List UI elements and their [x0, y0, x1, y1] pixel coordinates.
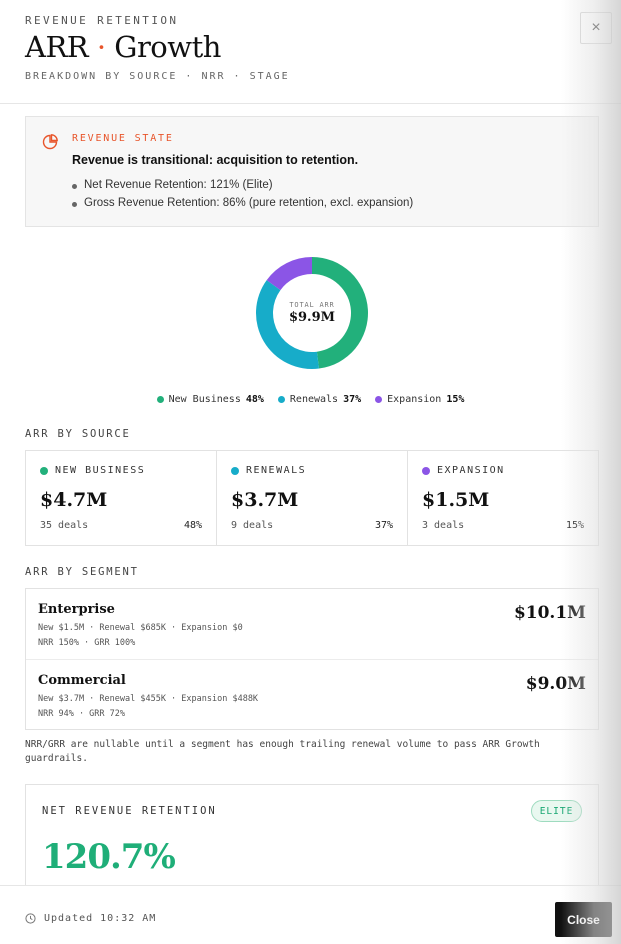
bullet-grr: Gross Revenue Retention: 86% (pure reten…	[72, 197, 413, 215]
arr-by-source-heading: ARR BY SOURCE	[25, 428, 131, 440]
revenue-state-bullets: Net Revenue Retention: 121% (Elite) Gros…	[72, 179, 413, 215]
source-name: RENEWALS	[246, 465, 307, 476]
donut-legend: New Business 48% Renewals 37% Expansion …	[0, 394, 621, 405]
pie-chart-icon	[42, 134, 58, 150]
nrr-status-badge: ELITE	[531, 800, 582, 822]
donut-total-value: $9.9M	[288, 310, 336, 325]
legend-label: New Business	[168, 394, 241, 405]
segment-list: Enterprise New $1.5M · Renewal $685K · E…	[25, 588, 599, 730]
title-separator: ·	[96, 30, 106, 64]
segment-retention: NRR 150% · GRR 100%	[38, 638, 136, 648]
title-left: ARR	[25, 30, 89, 64]
segment-note: NRR/GRR are nullable until a segment has…	[25, 739, 540, 764]
source-card-new-business: NEW BUSINESS $4.7M 35 deals 48%	[26, 451, 217, 545]
segment-value: $10.1M	[513, 603, 586, 623]
arr-by-segment-heading: ARR BY SEGMENT	[25, 566, 139, 578]
bullet-nrr: Net Revenue Retention: 121% (Elite)	[72, 179, 413, 197]
donut-slice-renewals	[256, 280, 320, 369]
close-icon[interactable]: ×	[580, 12, 612, 44]
nrr-label: NET REVENUE RETENTION	[42, 805, 217, 817]
source-card-head: EXPANSION	[422, 465, 505, 476]
legend-pct: 37%	[343, 394, 362, 405]
legend-pct: 15%	[446, 394, 465, 405]
segment-name: Commercial	[38, 673, 126, 688]
eyebrow-label: REVENUE RETENTION	[25, 14, 179, 27]
source-value: $3.7M	[231, 489, 299, 511]
segment-row-commercial: Commercial New $3.7M · Renewal $455K · E…	[26, 659, 598, 729]
legend-swatch	[277, 396, 285, 403]
source-value: $4.7M	[40, 489, 108, 511]
legend-item-new-business: New Business 48%	[156, 394, 264, 405]
revenue-state-label: REVENUE STATE	[72, 133, 174, 144]
nrr-card: NET REVENUE RETENTION ELITE 120.7%	[25, 784, 599, 904]
legend-item-expansion: Expansion 15%	[375, 394, 464, 405]
legend-label: Expansion	[387, 394, 442, 405]
clock-icon	[25, 913, 36, 924]
nrr-value: 120.7%	[42, 837, 176, 877]
donut-total-label: TOTAL ARR	[289, 301, 335, 309]
legend-label: Renewals	[289, 394, 339, 405]
source-card-renewals: RENEWALS $3.7M 9 deals 37%	[217, 451, 408, 545]
legend-swatch	[156, 396, 164, 403]
source-swatch	[231, 466, 239, 475]
donut-center: TOTAL ARR $9.9M	[255, 256, 369, 370]
source-value: $1.5M	[422, 489, 490, 511]
source-card-head: NEW BUSINESS	[40, 465, 145, 476]
segment-value: $9.0M	[525, 674, 586, 694]
close-button[interactable]: Close	[555, 902, 612, 937]
segment-retention: NRR 94% · GRR 72%	[38, 709, 125, 719]
title-right: Growth	[114, 30, 221, 64]
panel-header: REVENUE RETENTION ARR · Growth BREAKDOWN…	[0, 0, 621, 104]
segment-name: Enterprise	[38, 602, 115, 617]
source-pct: 15%	[565, 520, 584, 531]
source-swatch	[422, 466, 430, 475]
legend-swatch	[375, 396, 383, 403]
source-pct: 37%	[374, 520, 393, 531]
source-card-head: RENEWALS	[231, 465, 306, 476]
source-deals: 3 deals	[422, 520, 465, 531]
page-title: ARR · Growth	[25, 30, 221, 64]
panel-footer: Updated 10:32 AM Close	[0, 885, 621, 944]
legend-pct: 48%	[245, 394, 264, 405]
donut-slice-expansion	[266, 257, 312, 291]
revenue-state-headline: Revenue is transitional: acquisition to …	[72, 153, 359, 167]
legend-item-renewals: Renewals 37%	[277, 394, 362, 405]
page-subtitle: BREAKDOWN BY SOURCE · NRR · STAGE	[25, 71, 290, 82]
revenue-state-callout: REVENUE STATE Revenue is transitional: a…	[25, 116, 599, 227]
segment-row-enterprise: Enterprise New $1.5M · Renewal $685K · E…	[26, 589, 598, 659]
source-name: NEW BUSINESS	[55, 465, 146, 476]
segment-breakdown: New $3.7M · Renewal $455K · Expansion $4…	[38, 694, 259, 704]
source-card-expansion: EXPANSION $1.5M 3 deals 15%	[408, 451, 598, 545]
donut-slice-new-business	[312, 257, 369, 369]
source-swatch	[40, 466, 48, 475]
updated-timestamp: Updated 10:32 AM	[44, 913, 157, 924]
source-deals: 9 deals	[231, 520, 274, 531]
arr-donut-chart	[256, 257, 369, 369]
source-deals: 35 deals	[40, 520, 89, 531]
source-pct: 48%	[183, 520, 202, 531]
source-cards: NEW BUSINESS $4.7M 35 deals 48% RENEWALS…	[25, 450, 599, 546]
source-name: EXPANSION	[437, 465, 505, 476]
segment-breakdown: New $1.5M · Renewal $685K · Expansion $0	[38, 623, 243, 633]
